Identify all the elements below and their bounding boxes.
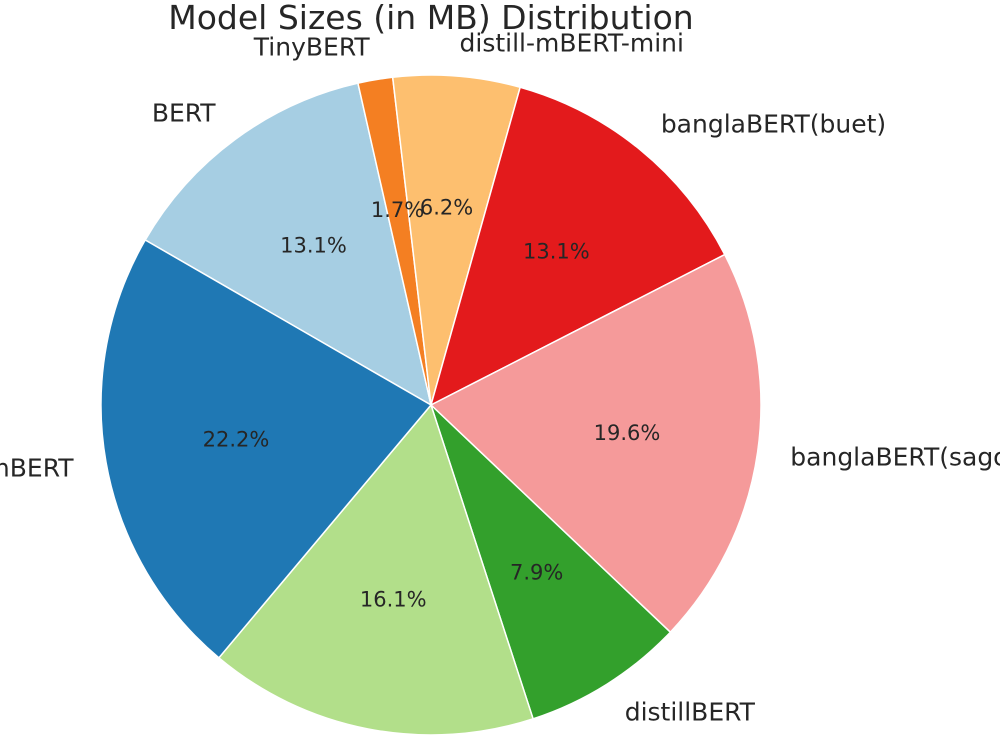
category-labels: BERT TinyBERT distill-mBERT-mini banglaBERT… (0, 29, 1000, 727)
label-distill-mbert-mini: distill-mBERT-mini (460, 29, 684, 58)
pct-label-distill-mbert: 16.1% (360, 587, 427, 611)
slice-banglabert-buet (429, 86, 726, 407)
pct-label-mbert: 22.2% (203, 427, 270, 451)
label-bert: BERT (152, 98, 216, 127)
pct-label-banglabert-sagor: 19.6% (594, 421, 661, 445)
slice-bert (144, 82, 433, 407)
pct-label-tinybert: 1.7% (371, 198, 424, 222)
slice-banglabert-sagor (429, 253, 762, 634)
label-banglabert-buet: banglaBERT(buet) (661, 110, 886, 139)
pct-label-distill-mbert-mini: 6.2% (420, 196, 473, 220)
slice-distill-mbert (217, 403, 535, 736)
slice-distill-mbert-mini (391, 74, 522, 406)
chart-title: Model Sizes (in MB) Distribution (168, 0, 693, 37)
label-mbert: mBERT (0, 454, 74, 483)
label-tinybert: TinyBERT (253, 33, 371, 62)
label-distillbert: distillBERT (625, 697, 756, 726)
pct-label-distillbert: 7.9% (510, 560, 563, 584)
pct-label-bert: 13.1% (280, 234, 347, 258)
percent-labels: 13.1% 1.7%6.2% 13.1% 19.6% 7.9% 16.1% 22.2% (203, 196, 661, 612)
label-banglabert-sagor: banglaBERT(sagor) (790, 442, 1000, 471)
pie-slices (100, 74, 762, 736)
slice-mbert (100, 238, 433, 659)
slice-distillbert (430, 404, 672, 720)
pct-label-banglabert-buet: 13.1% (523, 240, 590, 264)
